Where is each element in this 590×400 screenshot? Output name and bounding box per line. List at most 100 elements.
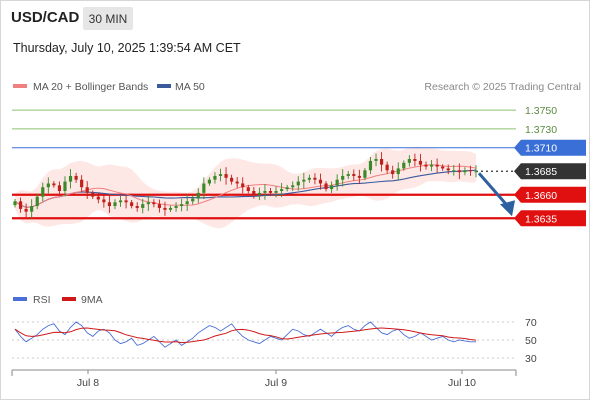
forecast-arrow — [477, 172, 515, 217]
candle-body — [352, 174, 356, 176]
candle-body — [413, 159, 417, 161]
candle-body — [368, 160, 373, 171]
candle-body — [435, 164, 439, 167]
candle-body — [63, 181, 67, 191]
level-tag-support — [514, 186, 586, 203]
candle-body — [313, 177, 317, 180]
candle-body — [141, 204, 145, 208]
candle-body — [52, 183, 56, 186]
candle-body — [268, 190, 273, 193]
x-tick-label: Jul 8 — [77, 377, 99, 389]
candle-body — [102, 199, 106, 203]
rsi-legend-label: RSI — [33, 294, 51, 306]
candle-body — [235, 181, 239, 184]
candle-body — [207, 179, 211, 184]
candle-body — [402, 162, 406, 169]
candle-body — [213, 175, 217, 180]
level-label-support: 1.3660 — [525, 190, 557, 202]
candle-body — [424, 164, 428, 167]
candle-body — [174, 206, 178, 208]
candle-body — [263, 190, 267, 193]
candle-body — [13, 201, 17, 206]
time-axis: Jul 8 Jul 9 Jul 10 — [11, 369, 517, 389]
x-tick-label: Jul 10 — [448, 377, 476, 389]
candle-body — [124, 200, 128, 203]
rsi-tick-label: 30 — [525, 353, 537, 365]
candle-body — [241, 183, 245, 188]
candle-body — [324, 183, 328, 190]
candle-body — [463, 170, 467, 173]
candle-body — [452, 170, 456, 172]
candle-body — [429, 164, 434, 167]
timeframe-button[interactable]: 30 MIN — [83, 7, 133, 30]
rsi-legend: RSI 9MA — [13, 294, 103, 306]
candle-body — [91, 192, 95, 197]
level-label-support: 1.3635 — [525, 213, 557, 225]
bollinger-bands — [15, 146, 476, 229]
bollinger-band-fill — [15, 146, 476, 229]
candle-body — [280, 189, 284, 191]
candle-body — [24, 208, 28, 212]
candle-body — [346, 174, 350, 176]
candle-body — [68, 175, 73, 182]
candle-body — [441, 166, 445, 169]
candle-body — [18, 201, 23, 209]
ma50-legend-label: MA 50 — [175, 81, 205, 93]
candle-body — [468, 170, 473, 172]
ma50-line — [14, 169, 477, 208]
candle-body — [191, 198, 195, 202]
legend: MA 20 + Bollinger Bands MA 50 Research ©… — [13, 81, 581, 93]
symbol-title: USD/CAD — [11, 9, 80, 26]
candlesticks — [13, 152, 478, 219]
candle-body — [379, 159, 384, 165]
candle-body — [307, 177, 311, 180]
candle-body — [335, 179, 339, 186]
candle-body — [146, 202, 150, 205]
level-labels: 1.3750 1.3730 1.3710 1.3685 1.3660 1.3635 — [514, 105, 586, 227]
rsi-line — [14, 321, 476, 348]
candle-body — [41, 187, 45, 197]
candle-body — [407, 159, 411, 163]
price-levels — [12, 109, 516, 220]
rsi-tick-label: 70 — [525, 317, 537, 329]
candle-body — [135, 206, 139, 208]
candle-body — [246, 187, 250, 191]
candle-body — [252, 190, 256, 195]
candle-body — [152, 202, 156, 205]
candle-body — [457, 170, 461, 173]
candle-body — [285, 187, 289, 190]
candle-body — [74, 175, 78, 180]
candle-body — [118, 200, 123, 203]
candle-body — [30, 206, 34, 212]
ma9-legend-swatch — [62, 297, 76, 301]
candle-body — [96, 196, 100, 200]
level-label-resistance: 1.3730 — [525, 124, 557, 136]
ma20-legend-label: MA 20 + Bollinger Bands — [33, 81, 148, 93]
rsi-legend-swatch — [13, 297, 27, 301]
candle-body — [318, 179, 323, 184]
candle-body — [274, 190, 278, 193]
candle-body — [363, 170, 367, 178]
level-label-current: 1.3685 — [525, 166, 557, 178]
candle-body — [341, 175, 345, 180]
timestamp: Thursday, July 10, 2025 1:39:54 AM CET — [13, 41, 241, 55]
rsi-panel: 70 50 30 — [12, 317, 537, 365]
candle-body — [157, 204, 162, 208]
candle-body — [35, 196, 39, 207]
level-tag-pivot — [514, 139, 586, 156]
candle-body — [168, 207, 173, 210]
candle-body — [474, 171, 478, 173]
candle-body — [418, 160, 423, 165]
candle-body — [302, 179, 306, 182]
candle-body — [391, 170, 395, 175]
candle-body — [224, 174, 228, 178]
candle-body — [196, 192, 200, 199]
level-tag-current — [514, 163, 586, 180]
candle-body — [202, 183, 206, 193]
candle-body — [374, 159, 378, 161]
forecast-arrow-head — [500, 200, 515, 217]
ma20-legend-swatch — [13, 84, 27, 88]
x-tick-label: Jul 9 — [265, 377, 287, 389]
candle-body — [291, 185, 295, 188]
